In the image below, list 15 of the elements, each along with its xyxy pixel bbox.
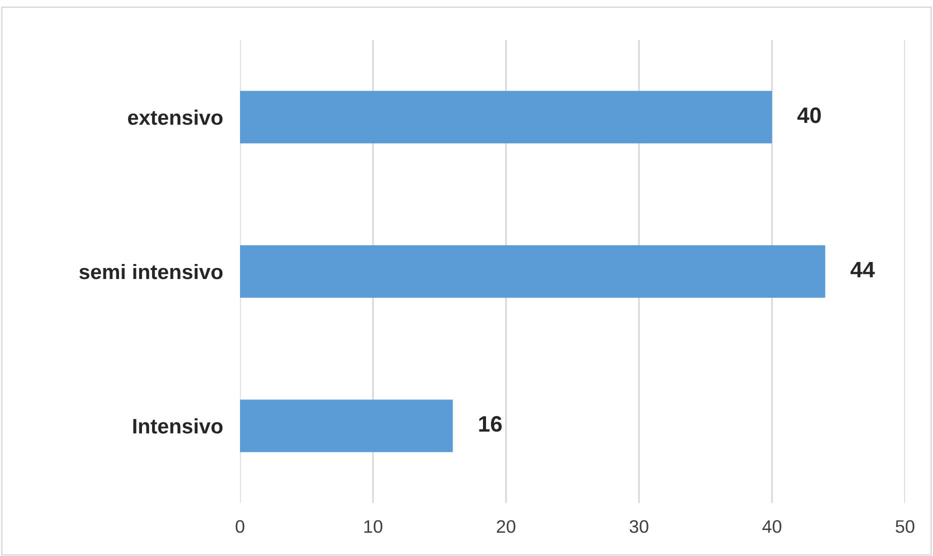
data-label: 16 [479,416,502,432]
bar [240,245,826,298]
x-tick-label: 20 [496,520,516,533]
x-tick-label: 0 [236,520,244,533]
data-label: 40 [797,107,821,124]
y-tick-label: Intensivo [133,418,223,434]
x-tick-label: 40 [762,520,782,533]
data-label: 44 [850,262,875,278]
y-tick-label: extensivo [128,110,223,125]
bar [240,400,453,452]
x-tick-label: 30 [630,520,648,533]
bar [240,90,772,144]
x-tick-label: 50 [896,520,914,533]
x-tick-label: 10 [364,520,382,533]
y-tick-label: semi intensivo [79,264,223,280]
